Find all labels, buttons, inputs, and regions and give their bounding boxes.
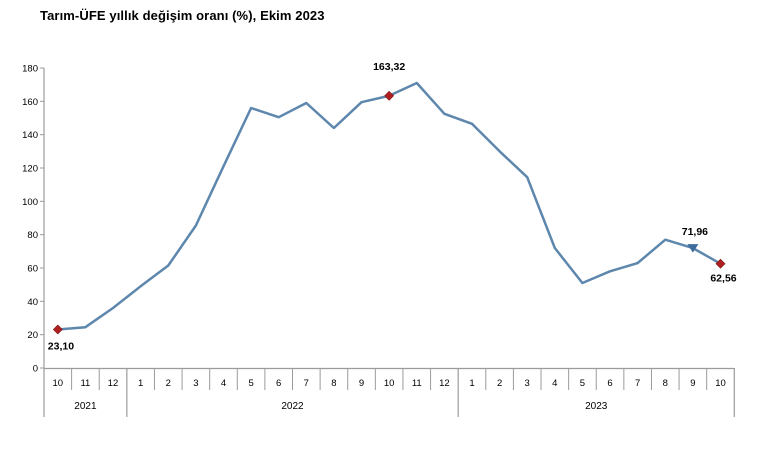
x-axis-month-label: 9 bbox=[359, 378, 364, 389]
y-axis-tick-label: 80 bbox=[27, 230, 38, 241]
x-axis-month-label: 4 bbox=[552, 378, 557, 389]
x-axis-month-label: 6 bbox=[276, 378, 281, 389]
data-point-marker-diamond bbox=[52, 324, 63, 335]
y-axis-tick-label: 20 bbox=[27, 330, 38, 341]
x-axis-month-label: 1 bbox=[469, 378, 474, 389]
x-axis-month-label: 10 bbox=[53, 378, 64, 389]
x-axis-month-label: 3 bbox=[193, 378, 198, 389]
x-axis-year-label: 2023 bbox=[585, 401, 608, 412]
x-axis-month-label: 12 bbox=[108, 378, 119, 389]
x-axis-month-label: 9 bbox=[690, 378, 695, 389]
x-axis-month-label: 6 bbox=[607, 378, 612, 389]
x-axis-month-label: 11 bbox=[80, 378, 90, 389]
x-axis-month-label: 8 bbox=[663, 378, 668, 389]
x-axis-month-label: 7 bbox=[635, 378, 640, 389]
chart-title: Tarım-ÜFE yıllık değişim oranı (%), Ekim… bbox=[40, 8, 325, 23]
y-axis-tick-label: 160 bbox=[22, 97, 38, 108]
x-axis-month-label: 8 bbox=[331, 378, 336, 389]
x-axis-month-label: 1 bbox=[138, 378, 143, 389]
y-axis-tick-label: 40 bbox=[27, 297, 38, 308]
data-point-label: 23,10 bbox=[48, 341, 74, 353]
x-axis-month-label: 10 bbox=[715, 378, 726, 389]
data-point-marker-diamond bbox=[715, 258, 726, 269]
x-axis-month-label: 5 bbox=[580, 378, 585, 389]
x-axis-year-label: 2021 bbox=[74, 401, 97, 412]
y-axis-tick-label: 120 bbox=[22, 164, 38, 175]
x-axis-month-label: 4 bbox=[221, 378, 226, 389]
x-axis-month-label: 2 bbox=[166, 378, 171, 389]
x-axis-month-label: 12 bbox=[439, 378, 450, 389]
data-point-label: 71,96 bbox=[682, 226, 708, 238]
data-point-label: 62,56 bbox=[710, 273, 736, 285]
y-axis-tick-label: 100 bbox=[22, 197, 38, 208]
x-axis-month-label: 3 bbox=[525, 378, 530, 389]
x-axis-month-label: 7 bbox=[304, 378, 309, 389]
series-line bbox=[56, 81, 722, 331]
data-point-marker-triangle bbox=[687, 244, 699, 253]
x-axis-month-label: 11 bbox=[412, 378, 422, 389]
x-axis-year-label: 2022 bbox=[281, 401, 304, 412]
data-point-marker-diamond bbox=[384, 90, 395, 101]
y-axis-tick-label: 180 bbox=[22, 64, 38, 75]
y-axis-tick-label: 140 bbox=[22, 130, 38, 141]
data-point-label: 163,32 bbox=[373, 61, 405, 73]
x-axis-month-label: 5 bbox=[248, 378, 253, 389]
x-axis-month-label: 2 bbox=[497, 378, 502, 389]
y-axis-tick-label: 60 bbox=[27, 264, 38, 275]
y-axis-tick-label: 0 bbox=[33, 364, 38, 375]
x-axis-month-label: 10 bbox=[384, 378, 395, 389]
